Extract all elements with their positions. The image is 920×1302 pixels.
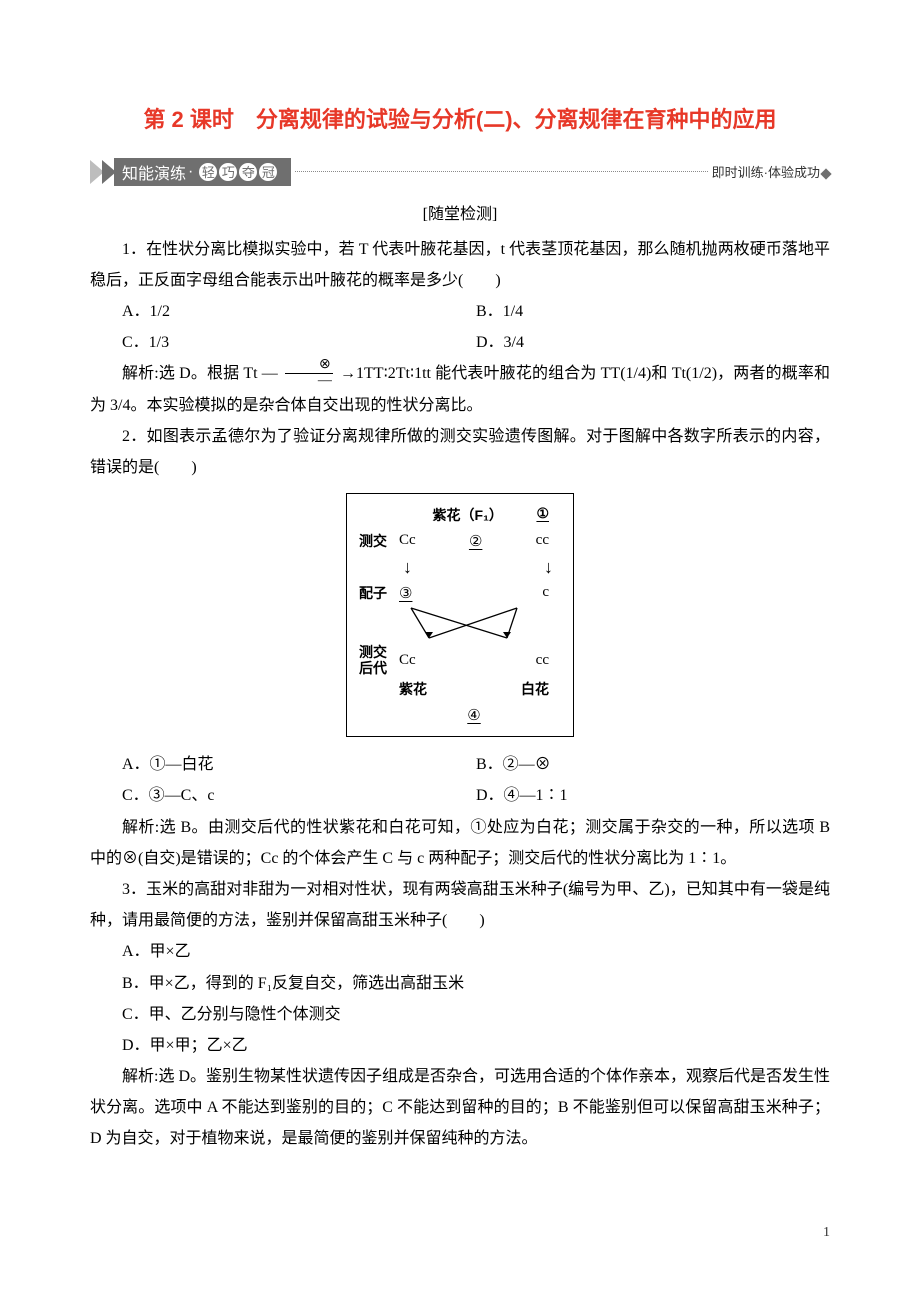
fig-gamete-c: c — [542, 584, 549, 603]
fig-label-testcross: 测交 — [359, 531, 399, 551]
q2-options: A．①—白花 B．②—⊗ — [122, 749, 830, 780]
fig-num-1: ① — [536, 505, 549, 522]
page-number: 1 — [0, 1195, 920, 1241]
fig-num-4: ④ — [467, 708, 480, 724]
fig-label-gamete: 配子 — [359, 583, 399, 603]
badge-3: 夺 — [239, 163, 257, 181]
cross-lines-icon — [399, 606, 529, 640]
fig-white: 白花 — [521, 679, 549, 699]
fig-num-2: ② — [469, 532, 482, 551]
q2-opt-c: C．③—C、c — [122, 780, 476, 811]
q1-options: A．1/2 B．1/4 — [122, 296, 830, 327]
q1-opt-d: D．3/4 — [476, 327, 830, 358]
fig-num-3: ③ — [399, 584, 412, 603]
self-cross-symbol: ⊗ — — [284, 358, 334, 388]
q2-options-2: C．③—C、c D．④—1∶1 — [122, 780, 830, 811]
q3-opt-a: A．甲×乙 — [122, 936, 830, 967]
banner-dotted-line — [295, 171, 707, 172]
q3-analysis: 解析:选 D。鉴别生物某性状遗传因子组成是否杂合，可选用合适的个体作亲本，观察后… — [90, 1061, 830, 1155]
fig-purple: 紫花 — [399, 679, 427, 699]
q3-opt-b: B．甲×乙，得到的 F₁反复自交，筛选出高甜玉米 — [122, 968, 830, 999]
q1-analysis: 解析:选 D。根据 Tt — ⊗ — →1TT∶2Tt∶1tt 能代表叶腋花的组… — [90, 358, 830, 421]
badge-2: 巧 — [219, 163, 237, 181]
fig-cc: cc — [536, 532, 549, 551]
q1-opt-a: A．1/2 — [122, 296, 476, 327]
section-banner: 知能演练 · 轻 巧 夺 冠 即时训练·体验成功 — [90, 158, 830, 186]
fig-label-offspring: 测交后代 — [359, 645, 399, 676]
q1-stem: 1．在性状分离比模拟实验中，若 T 代表叶腋花基因，t 代表茎顶花基因，那么随机… — [90, 234, 830, 296]
q3-opt-c: C．甲、乙分别与隐性个体测交 — [122, 999, 830, 1030]
q2-opt-b: B．②—⊗ — [476, 749, 830, 780]
badge-1: 轻 — [199, 163, 217, 181]
q1-options-2: C．1/3 D．3/4 — [122, 327, 830, 358]
lesson-title: 第 2 课时 分离规律的试验与分析(二)、分离规律在育种中的应用 — [90, 100, 830, 140]
fig-Cc: Cc — [399, 532, 416, 551]
q1-opt-c: C．1/3 — [122, 327, 476, 358]
badge-4: 冠 — [259, 163, 277, 181]
arrow-down-icon: ↓ — [403, 558, 412, 576]
banner-body: 知能演练 · 轻 巧 夺 冠 — [114, 158, 291, 186]
banner-right-text: 即时训练·体验成功 — [712, 162, 830, 181]
q2-stem: 2．如图表示孟德尔为了验证分离规律所做的测交实验遗传图解。对于图解中各数字所表示… — [90, 421, 830, 483]
genetics-diagram: 紫花（F₁） ① 测交 Cc ② cc ↓ ↓ 配子 — [346, 493, 574, 737]
q3-opt-d: D．甲×甲；乙×乙 — [122, 1030, 830, 1061]
q3-stem: 3．玉米的高甜对非甜为一对相对性状，现有两袋高甜玉米种子(编号为甲、乙)，已知其… — [90, 874, 830, 936]
banner-arrow-icon — [90, 160, 114, 184]
q2-opt-d: D．④—1∶1 — [476, 780, 830, 811]
banner-badges: 轻 巧 夺 冠 — [199, 163, 277, 181]
banner-left-text: 知能演练 — [122, 160, 186, 184]
fig-off-Cc: Cc — [399, 652, 416, 669]
arrow-down-icon: ↓ — [544, 558, 553, 576]
section-label: [随堂检测] — [90, 200, 830, 224]
q1-opt-b: B．1/4 — [476, 296, 830, 327]
q1-analysis-prefix: 解析:选 D。根据 Tt — — [122, 365, 278, 382]
fig-purple-f1: 紫花（F₁） — [433, 507, 503, 523]
fig-off-cc: cc — [536, 652, 549, 669]
q2-analysis: 解析:选 B。由测交后代的性状紫花和白花可知，①处应为白花；测交属于杂交的一种，… — [90, 812, 830, 874]
q2-opt-a: A．①—白花 — [122, 749, 476, 780]
